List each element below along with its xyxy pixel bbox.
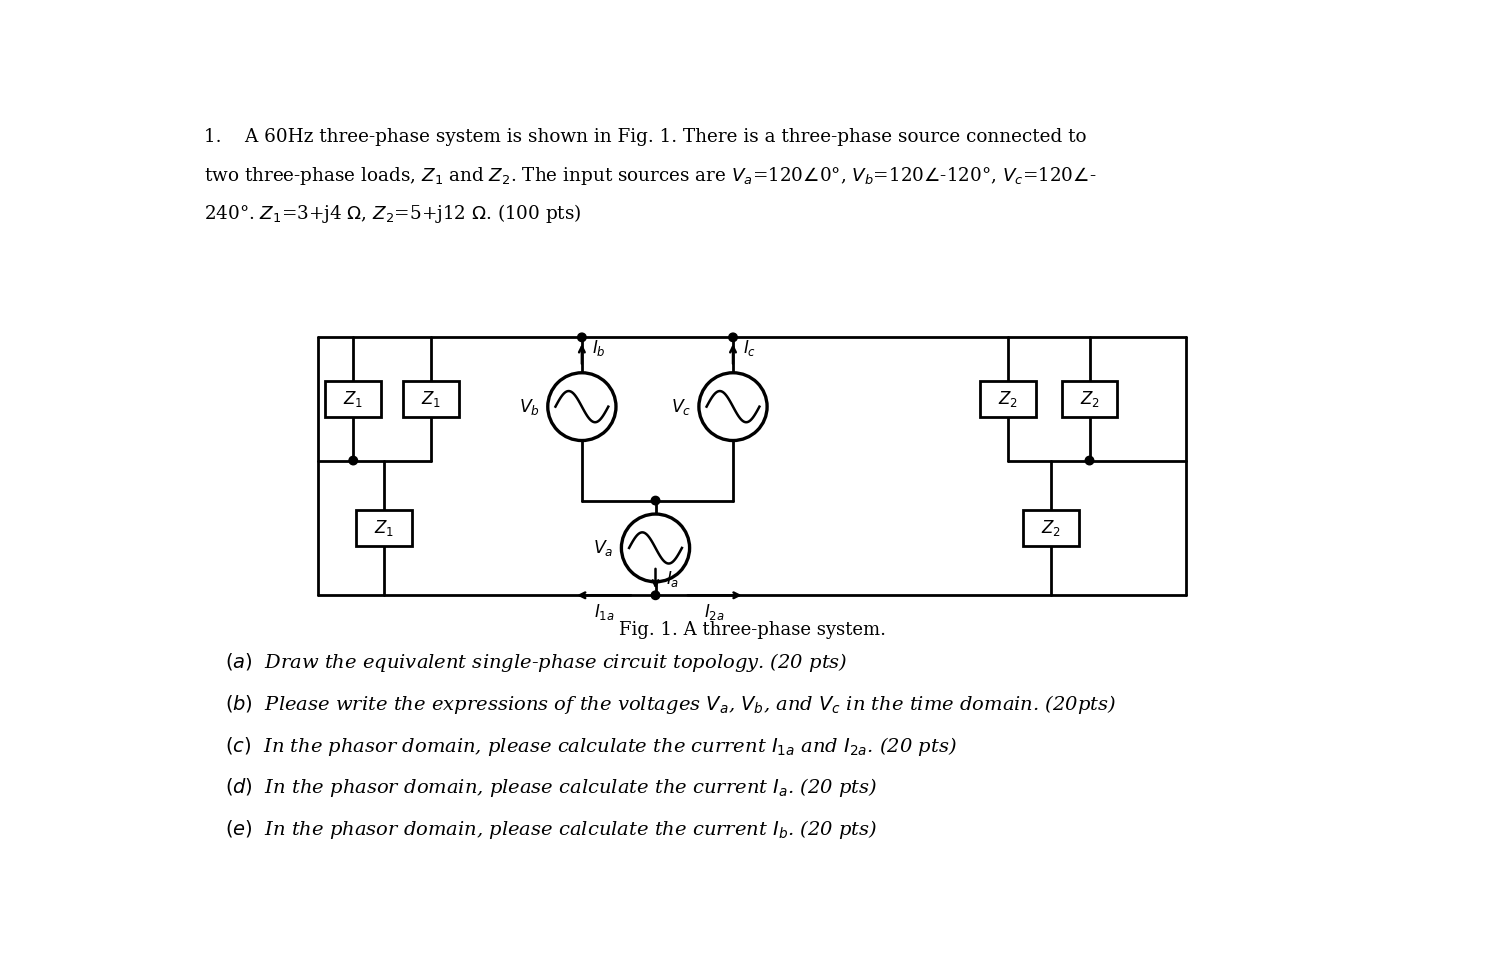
Text: Fig. 1. A three-phase system.: Fig. 1. A three-phase system. (620, 621, 885, 639)
Text: $V_a$: $V_a$ (593, 538, 614, 558)
Bar (325, 382, 381, 417)
Text: $I_{1a}$: $I_{1a}$ (594, 602, 614, 623)
Circle shape (729, 333, 738, 342)
Text: $Z_1$: $Z_1$ (375, 518, 394, 538)
Bar (981, 382, 1036, 417)
Circle shape (548, 373, 617, 440)
Circle shape (1085, 457, 1094, 465)
Text: $I_b$: $I_b$ (591, 338, 606, 358)
Text: $I_{2a}$: $I_{2a}$ (705, 602, 726, 623)
Text: 1.    A 60Hz three-phase system is shown in Fig. 1. There is a three-phase sourc: 1. A 60Hz three-phase system is shown in… (203, 128, 1087, 145)
Bar (357, 510, 412, 546)
Circle shape (651, 591, 660, 599)
Text: $I_c$: $I_c$ (744, 338, 757, 358)
Text: $Z_2$: $Z_2$ (1041, 518, 1060, 538)
Circle shape (349, 457, 357, 465)
Circle shape (578, 333, 587, 342)
Circle shape (621, 514, 690, 582)
Text: $I_a$: $I_a$ (666, 569, 679, 589)
Text: $Z_2$: $Z_2$ (1079, 389, 1099, 409)
Text: $Z_2$: $Z_2$ (999, 389, 1018, 409)
Text: $(c)$  In the phasor domain, please calculate the current $I_{1a}$ and $I_{2a}$.: $(c)$ In the phasor domain, please calcu… (225, 735, 957, 757)
Text: $Z_1$: $Z_1$ (421, 389, 440, 409)
Bar (1062, 382, 1117, 417)
Text: $(b)$  Please write the expressions of the voltages $V_a$, $V_b$, and $V_c$ in t: $(b)$ Please write the expressions of th… (225, 693, 1117, 716)
Bar (1023, 510, 1078, 546)
Text: two three-phase loads, $Z_1$ and $Z_2$. The input sources are $V_a$=120$\angle$0: two three-phase loads, $Z_1$ and $Z_2$. … (203, 165, 1096, 186)
Circle shape (651, 497, 660, 505)
Text: $(e)$  In the phasor domain, please calculate the current $I_b$. (20 pts): $(e)$ In the phasor domain, please calcu… (225, 818, 878, 840)
Text: $Z_1$: $Z_1$ (343, 389, 363, 409)
Text: $V_b$: $V_b$ (520, 396, 540, 417)
Circle shape (699, 373, 767, 440)
Text: $V_c$: $V_c$ (670, 396, 691, 417)
Bar (403, 382, 458, 417)
Text: $(d)$  In the phasor domain, please calculate the current $I_a$. (20 pts): $(d)$ In the phasor domain, please calcu… (225, 776, 878, 799)
Text: 240°. $Z_1$=3+j4 $\Omega$, $Z_2$=5+j12 $\Omega$. (100 pts): 240°. $Z_1$=3+j4 $\Omega$, $Z_2$=5+j12 $… (203, 202, 581, 224)
Text: $(a)$  Draw the equivalent single-phase circuit topology. (20 pts): $(a)$ Draw the equivalent single-phase c… (225, 652, 848, 674)
